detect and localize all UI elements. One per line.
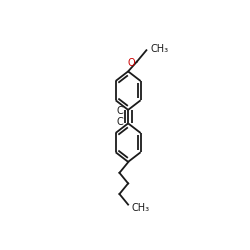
Text: C: C bbox=[116, 106, 123, 116]
Text: O: O bbox=[127, 58, 135, 68]
Text: C: C bbox=[116, 117, 123, 127]
Text: CH₃: CH₃ bbox=[131, 203, 149, 213]
Text: CH₃: CH₃ bbox=[150, 44, 169, 54]
